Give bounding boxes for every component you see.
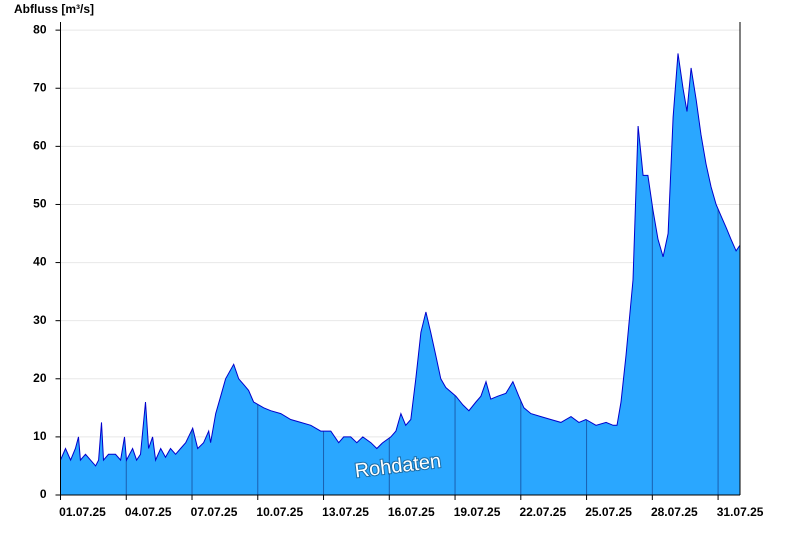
x-tick-label: 04.07.25 [125,505,172,519]
y-tick-label: 30 [33,313,47,327]
x-tick-label: 13.07.25 [322,505,369,519]
y-tick-label: 20 [33,371,47,385]
y-tick-label: 50 [33,197,47,211]
y-axis-label: Abfluss [m³/s] [14,2,94,16]
x-tick-label: 28.07.25 [651,505,698,519]
y-tick-label: 70 [33,80,47,94]
x-tick-label: 25.07.25 [585,505,632,519]
line [60,53,741,467]
y-tick-label: 40 [33,255,47,269]
x-tick-label: 01.07.25 [59,505,106,519]
area [60,53,740,496]
y-tick-label: 10 [33,429,47,443]
y-tick-label: 80 [33,22,47,36]
x-tick-label: 07.07.25 [191,505,238,519]
y-tick-label: 60 [33,139,47,153]
x-tick-label: 19.07.25 [454,505,501,519]
x-tick-label: 31.07.25 [717,505,764,519]
y-tick-label: 0 [40,487,47,501]
x-tick-label: 16.07.25 [388,505,435,519]
x-tick-label: 10.07.25 [256,505,303,519]
x-tick-label: 22.07.25 [519,505,566,519]
